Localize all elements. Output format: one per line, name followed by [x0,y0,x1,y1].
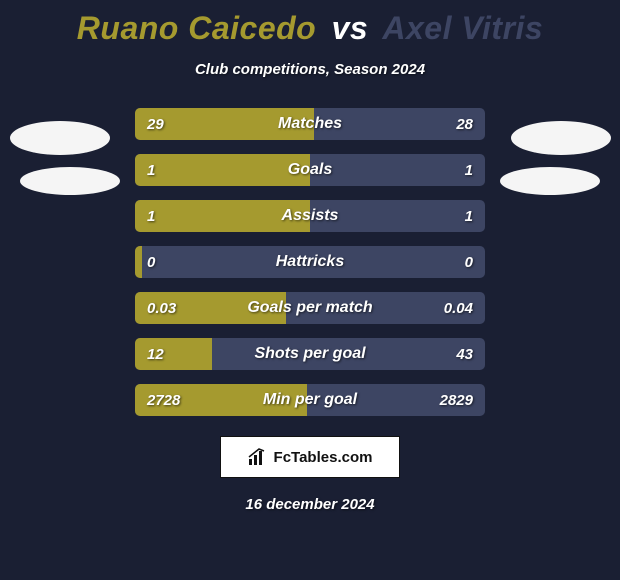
comparison-content: 29Matches281Goals11Assists10Hattricks00.… [0,108,620,513]
brand-box: FcTables.com [220,436,400,478]
stat-value-right: 1 [465,154,473,186]
player1-avatar-placeholder-2 [20,167,120,195]
stat-row: 12Shots per goal43 [135,338,485,370]
stat-label: Shots per goal [135,338,485,370]
stat-value-right: 0 [465,246,473,278]
stat-label: Goals per match [135,292,485,324]
brand-chart-icon [248,448,268,466]
stat-row: 0.03Goals per match0.04 [135,292,485,324]
player2-avatar-placeholder [511,121,611,155]
stat-row: 2728Min per goal2829 [135,384,485,416]
stat-row: 0Hattricks0 [135,246,485,278]
stat-label: Goals [135,154,485,186]
stat-value-right: 28 [456,108,473,140]
stat-value-right: 2829 [440,384,473,416]
stat-row: 1Assists1 [135,200,485,232]
stat-value-right: 43 [456,338,473,370]
player1-name: Ruano Caicedo [77,10,316,46]
player2-name: Axel Vitris [382,10,543,46]
brand-text: FcTables.com [274,449,373,466]
stat-label: Matches [135,108,485,140]
stat-label: Min per goal [135,384,485,416]
subtitle: Club competitions, Season 2024 [0,61,620,78]
date: 16 december 2024 [0,496,620,513]
stat-row: 29Matches28 [135,108,485,140]
stat-value-right: 1 [465,200,473,232]
vs-label: vs [332,10,369,46]
player1-avatar-placeholder [10,121,110,155]
stat-value-right: 0.04 [444,292,473,324]
stat-label: Assists [135,200,485,232]
stat-bars: 29Matches281Goals11Assists10Hattricks00.… [135,108,485,416]
stat-label: Hattricks [135,246,485,278]
comparison-title: Ruano Caicedo vs Axel Vitris [0,0,620,47]
player2-avatar-placeholder-2 [500,167,600,195]
stat-row: 1Goals1 [135,154,485,186]
